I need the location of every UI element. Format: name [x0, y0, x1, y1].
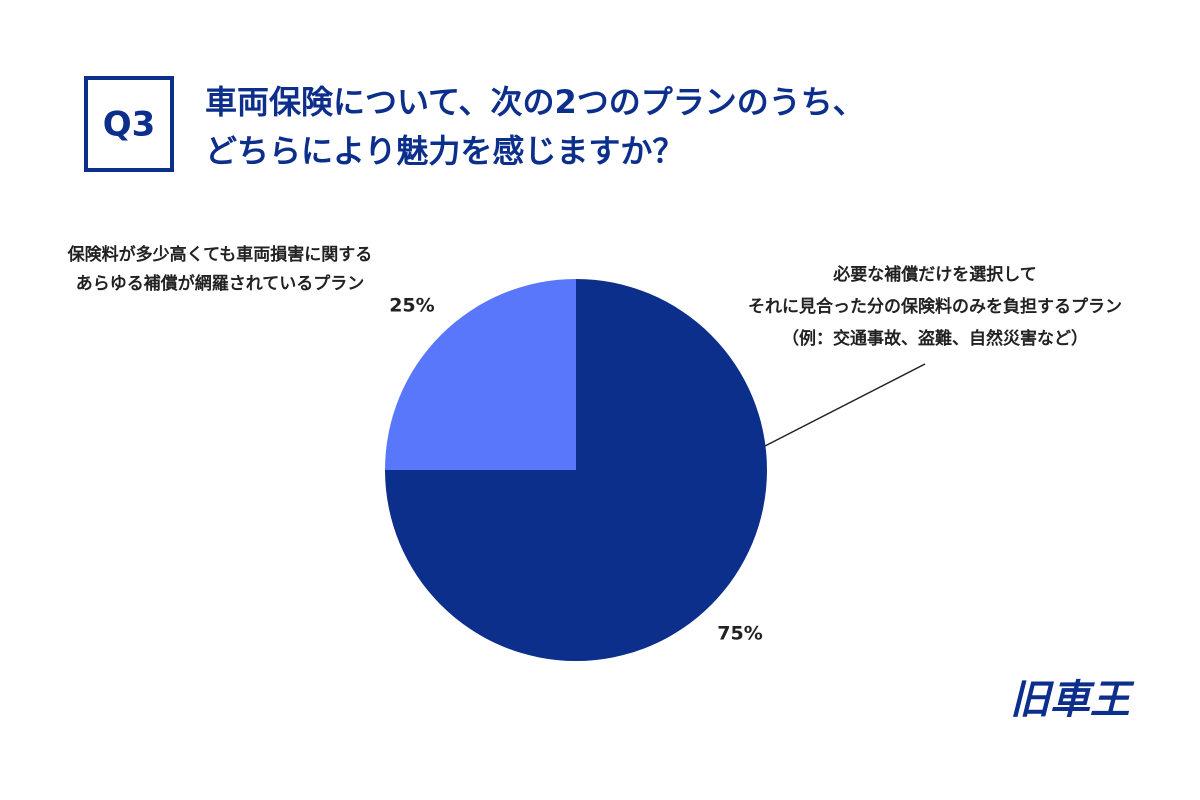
category-label: 保険料が多少高くても車両損害に関する [67, 244, 373, 265]
chart-title: 車両保険について、次の2つのプランのうち、 [205, 83, 865, 121]
value-label: 75% [717, 623, 762, 645]
value-label: 25% [389, 294, 434, 316]
chart-title: どちらにより魅力を感じますか？ [205, 132, 684, 170]
question-badge [84, 76, 174, 172]
category-label: （例：交通事故、盗難、自然災害など） [782, 328, 1088, 349]
pie-slice [385, 279, 576, 470]
leader-line [764, 363, 926, 447]
logo: 旧車王 [1010, 677, 1135, 723]
category-label: 必要な補償だけを選択して [832, 264, 1037, 285]
question-number: Q3 [103, 105, 156, 145]
category-label: それに見合った分の保険料のみを負担するプラン [748, 296, 1122, 317]
category-label: あらゆる補償が網羅されているプラン [76, 273, 365, 294]
